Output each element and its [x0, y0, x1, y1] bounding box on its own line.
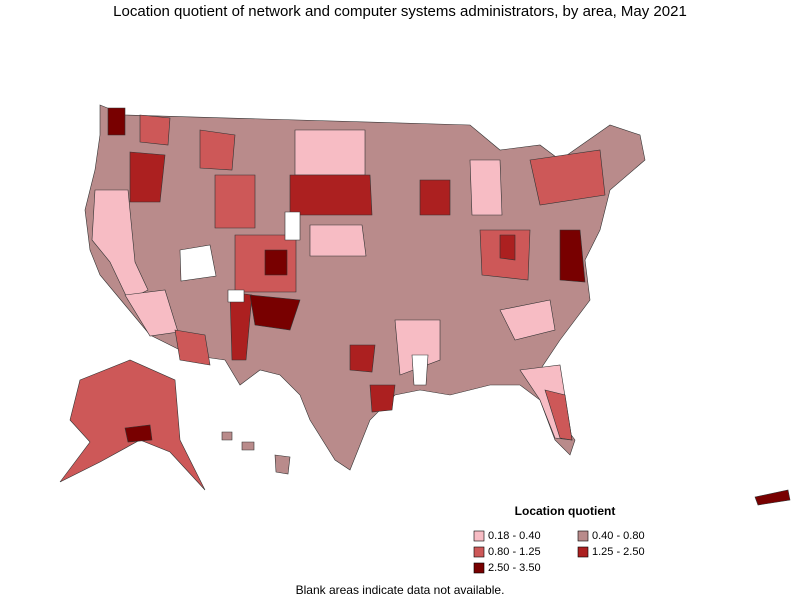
region	[249, 294, 301, 331]
region	[214, 174, 256, 229]
legend-swatch	[577, 546, 589, 558]
legend-swatch	[473, 530, 485, 542]
region	[289, 174, 373, 216]
hawaii	[241, 441, 255, 451]
region	[174, 329, 211, 366]
region	[129, 151, 166, 203]
legend-label: 0.18 - 0.40	[488, 530, 541, 542]
region	[499, 234, 516, 261]
region	[199, 129, 236, 171]
alaska	[59, 359, 206, 491]
blank-area	[179, 244, 217, 282]
region	[124, 424, 153, 443]
region	[419, 179, 451, 216]
hawaii	[274, 454, 291, 475]
region	[349, 344, 376, 373]
region	[309, 224, 367, 257]
region	[369, 384, 396, 413]
map-title: Location quotient of network and compute…	[113, 3, 687, 20]
blank-area	[227, 289, 245, 303]
region	[264, 249, 288, 276]
region	[229, 291, 253, 361]
puerto-rico	[754, 489, 791, 506]
blank-area	[411, 354, 429, 386]
map	[59, 104, 791, 506]
legend: Location quotient 0.18 - 0.40 0.40 - 0.80…	[473, 504, 645, 574]
region	[544, 389, 573, 441]
region	[139, 114, 171, 146]
legend-label: 1.25 - 2.50	[592, 546, 645, 558]
legend-title: Location quotient	[515, 504, 616, 518]
blank-area	[284, 211, 301, 241]
legend-label: 0.80 - 1.25	[488, 546, 541, 558]
region	[107, 107, 126, 136]
legend-swatch	[577, 530, 589, 542]
region	[529, 149, 606, 206]
legend-label: 0.40 - 0.80	[592, 530, 645, 542]
region	[294, 129, 366, 176]
footnote: Blank areas indicate data not available.	[296, 583, 505, 597]
legend-swatch	[473, 562, 485, 574]
legend-label: 2.50 - 3.50	[488, 562, 541, 574]
legend-swatch	[473, 546, 485, 558]
region	[469, 159, 503, 216]
region	[499, 299, 556, 341]
region	[559, 229, 586, 283]
region	[394, 319, 441, 376]
hawaii	[221, 431, 233, 441]
